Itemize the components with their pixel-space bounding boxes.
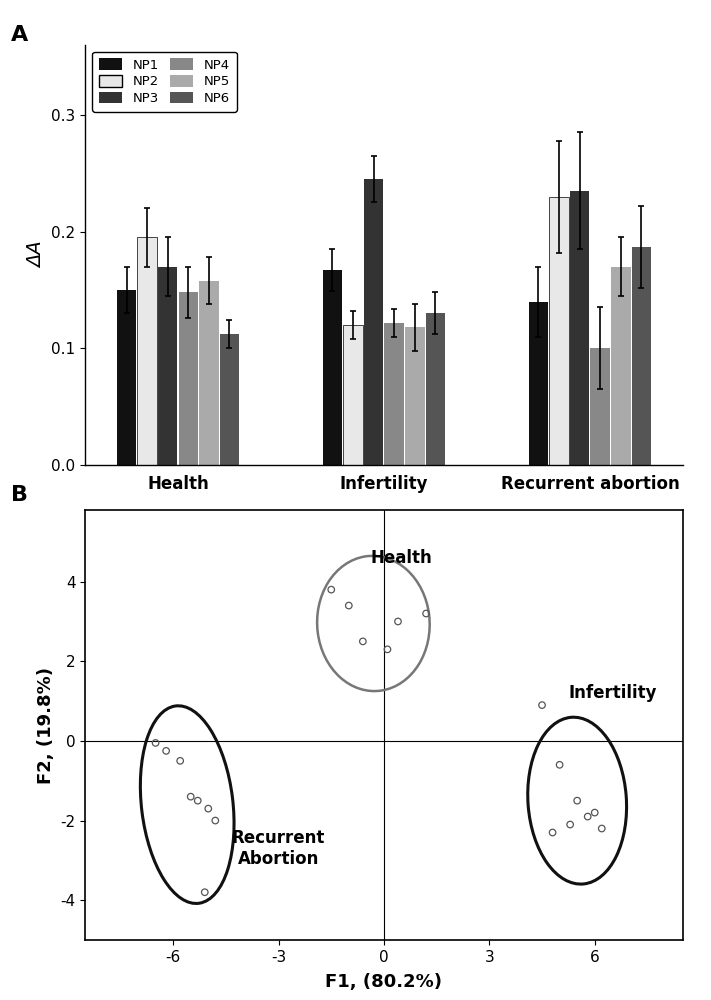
Bar: [611, 267, 631, 465]
Point: [420, 606, 432, 622]
Point: [536, 697, 547, 713]
Text: A: A: [11, 25, 28, 45]
Bar: [220, 334, 240, 465]
Point: [589, 805, 600, 821]
Bar: [199, 281, 219, 465]
Bar: [178, 292, 198, 465]
Bar: [385, 323, 404, 465]
Point: [199, 884, 210, 900]
Point: [382, 641, 393, 657]
Bar: [426, 313, 445, 465]
Point: [547, 824, 558, 840]
Text: Recurrent
Abortion: Recurrent Abortion: [232, 829, 325, 868]
Bar: [137, 237, 157, 465]
Point: [572, 793, 583, 809]
Point: [174, 753, 186, 769]
Bar: [528, 302, 548, 465]
Point: [392, 613, 404, 629]
Bar: [117, 290, 137, 465]
Legend: NP1, NP2, NP3, NP4, NP5, NP6: NP1, NP2, NP3, NP4, NP5, NP6: [92, 52, 237, 112]
Y-axis label: F2, (19.8%): F2, (19.8%): [37, 666, 55, 784]
Bar: [405, 327, 424, 465]
Point: [326, 582, 337, 598]
Text: Infertility: Infertility: [568, 684, 656, 702]
Point: [185, 789, 196, 805]
Point: [343, 598, 355, 614]
Point: [203, 801, 214, 817]
Point: [210, 813, 221, 829]
Y-axis label: ΔA: ΔA: [27, 242, 46, 268]
Bar: [570, 191, 589, 465]
Text: Health: Health: [370, 549, 432, 567]
Bar: [590, 348, 610, 465]
Bar: [364, 179, 383, 465]
Point: [565, 817, 576, 833]
Point: [596, 821, 607, 837]
Point: [192, 793, 203, 809]
Point: [554, 757, 565, 773]
Point: [582, 809, 594, 825]
Text: B: B: [11, 485, 28, 505]
Bar: [158, 267, 178, 465]
Point: [357, 633, 368, 649]
Bar: [323, 270, 342, 465]
Bar: [343, 325, 363, 465]
Bar: [549, 197, 569, 465]
Bar: [631, 247, 651, 465]
Point: [161, 743, 172, 759]
Point: [150, 735, 161, 751]
X-axis label: F1, (80.2%): F1, (80.2%): [326, 973, 442, 991]
